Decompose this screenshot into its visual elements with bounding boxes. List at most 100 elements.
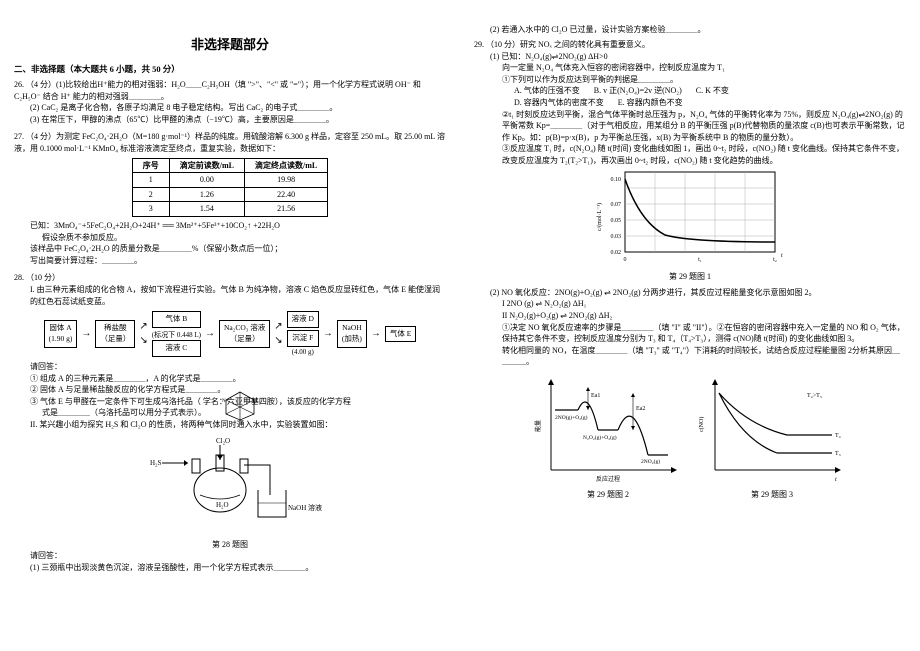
choice: D. 容器内气体的密度不变: [514, 97, 604, 109]
q28-p2: 某兴趣小组为探究 H₂S 和 Cl₂O 的性质，将两种气体同时通入水中，实验装置…: [39, 420, 332, 429]
flow-box-a: 固体 A (1.90 g): [44, 320, 78, 348]
q29-p1c: ②t₁ 时刻反应达到平衡，混合气体平衡时总压强为 p，N₂O₄ 气体的平衡转化率…: [474, 109, 906, 144]
choice: B. v 正(N₂O₄)=2v 逆(NO₂): [594, 85, 682, 97]
svg-text:Ea2: Ea2: [636, 406, 645, 412]
svg-text:H₂S: H₂S: [150, 459, 161, 467]
svg-text:N: N: [238, 390, 242, 392]
question-28: 28. （10 分） I. 由三种元素组成的化合物 A，按如下流程进行实验。气体…: [14, 272, 446, 573]
q29-stem: （10 分）研究 NOₓ 之间的转化具有重要意义。: [486, 40, 650, 49]
flow-box-naoh: NaOH (加热): [337, 320, 367, 348]
svg-text:t₁: t₁: [698, 257, 702, 263]
svg-text:2NO(g)+O₂(g): 2NO(g)+O₂(g): [555, 414, 588, 421]
q29-fig1-chart: 0.02 0.03 0.05 0.07 0.10 0 t₁ t₂ c/(mol·…: [595, 167, 785, 267]
q29-p1: (1) 已知：N₂O₄(g)⇌2NO₂(g) ΔH>0: [474, 51, 906, 63]
q29-p2: (2) NO 氧化反应：2NO(g)+O₂(g) ⇌ 2NO₂(g) 分两步进行…: [474, 287, 906, 299]
arrow-icon: →: [323, 327, 333, 342]
apparatus-figure: H₂S Cl₂O H₂O NaOH 溶液: [130, 435, 330, 535]
svg-text:c(NO): c(NO): [698, 417, 705, 432]
q29-fig3-wrap: T₄>T₃ T₄ T₃ c(NO) t 第 29 题图 3: [697, 375, 847, 501]
th: 序号: [132, 158, 169, 173]
question-29: 29. （10 分）研究 NOₓ 之间的转化具有重要意义。 (1) 已知：N₂O…: [474, 39, 906, 504]
choice: E. 容器内颜色不变: [618, 97, 683, 109]
q29-fig1-wrap: 0.02 0.03 0.05 0.07 0.10 0 t₁ t₂ c/(mol·…: [474, 167, 906, 283]
q29-fig2-chart: Ea1 Ea2 2NO(g)+O₂(g) N₂O₂(g)+O₂(g) 2NO₂(…: [533, 375, 683, 485]
q28-fig-caption: 第 28 题图: [14, 539, 446, 551]
arrow-icon: →: [371, 327, 381, 342]
flow-box-d: 溶液 D: [287, 311, 319, 328]
right-column: (2) 若通入水中的 Cl₂O 已过量，设计实验方案检验＿＿＿＿。 29. （1…: [460, 0, 920, 651]
q29-num: 29.: [474, 40, 484, 49]
svg-text:T₄>T₃: T₄>T₃: [807, 393, 822, 399]
flow-note: (4.00 g): [287, 347, 319, 357]
svg-text:t: t: [781, 253, 783, 259]
q28-num: 28.: [14, 273, 24, 282]
q29-fig1-caption: 第 29 题图 1: [474, 271, 906, 283]
svg-text:0.07: 0.07: [611, 202, 622, 208]
svg-text:NaOH 溶液: NaOH 溶液: [288, 503, 322, 512]
svg-text:能量: 能量: [534, 420, 542, 432]
arrow-icon: ↘: [139, 334, 147, 349]
flow-box-b: 气体 B: [152, 311, 201, 328]
q29-p1a: 向一定量 N₂O₄ 气体充入恒容的密闭容器中，控制反应温度为 T₁: [474, 62, 906, 74]
q26-p2: (2) CaC₂ 是离子化合物，各原子均满足 8 电子稳定结构。写出 CaC₂ …: [14, 102, 446, 114]
q27-num: 27.: [14, 132, 24, 141]
q26-num: 26.: [14, 80, 24, 89]
svg-text:0.03: 0.03: [611, 234, 622, 240]
q27-assume: 假设杂质不参加反应。: [14, 232, 446, 244]
flow-box-e: 气体 E: [385, 326, 416, 343]
q28-p2-head: II.: [30, 420, 37, 429]
svg-text:反应过程: 反应过程: [596, 475, 620, 483]
q29-p2b: 转化相同量的 NO，在温度＿＿＿＿（填 "T₃" 或 "T₄"）下消耗的时间较长…: [474, 345, 906, 368]
q28-ask5: (2) 若通入水中的 Cl₂O 已过量，设计实验方案检验＿＿＿＿。: [474, 24, 906, 35]
q28-p1: 由三种元素组成的化合物 A，按如下流程进行实验。气体 B 为纯净物，溶液 C 焰…: [30, 285, 440, 306]
svg-text:0: 0: [624, 257, 627, 263]
q29-p1b: ①下列可以作为反应达到平衡的判据是＿＿＿＿。: [474, 74, 906, 86]
svg-text:c/(mol·L⁻¹): c/(mol·L⁻¹): [596, 202, 603, 230]
hexamine-structure-icon: N N N N: [222, 390, 258, 422]
th: 滴定终点读数/mL: [245, 158, 328, 173]
th: 滴定前读数/mL: [169, 158, 244, 173]
q27-ask1: 该样品中 FeC₂O₄·2H₂O 的质量分数是＿＿＿＿%（保留小数点后一位）；: [14, 243, 446, 255]
q28-ask3-row: ③ 气体 E 与甲醛在一定条件下可生成乌洛托品（ 学名：六亚甲基四胺），该反应的…: [14, 396, 446, 408]
q28-ask4: (1) 三颈瓶中出现淡黄色沉淀，溶液呈强酸性，用一个化学方程式表示＿＿＿＿。: [14, 562, 446, 574]
flow-box-na2co3: Na₂CO₃ 溶液 （足量）: [219, 320, 270, 348]
q29-choices: A. 气体的压强不变 B. v 正(N₂O₄)=2v 逆(NO₂) C. K 不…: [474, 85, 906, 108]
q29-fig3-caption: 第 29 题图 3: [697, 489, 847, 501]
q28-p1-head: I.: [30, 285, 35, 294]
q27-eq: 已知：3MnO₄⁻+5FeC₂O₄+2H₂O+24H⁺ ══ 3Mn²⁺+5Fe…: [14, 220, 446, 232]
svg-text:t₂: t₂: [773, 257, 777, 263]
choice: A. 气体的压强不变: [514, 85, 580, 97]
arrow-icon: →: [205, 327, 215, 342]
q28-ask3: ③ 气体 E 与甲醛在一定条件下可生成乌洛托品（ 学名：六亚甲基四胺），该反应的…: [30, 397, 351, 406]
q29-p2a: ①决定 NO 氧化反应速率的步骤是＿＿＿＿（填 "I" 或 "II"）。②在恒容…: [474, 322, 906, 345]
q28-ask1: ① 组成 A 的三种元素是＿＿＿＿，A 的化学式是＿＿＿＿。: [14, 373, 446, 385]
flow-note: (标况下 0.448 L): [152, 330, 201, 340]
arrow-icon: ↗: [274, 320, 282, 335]
svg-text:N: N: [238, 421, 242, 422]
question-26: 26. （4 分）(1)比较给出H⁺能力的相对强弱：H₂O＿＿C₂H₅OH（填 …: [14, 79, 446, 125]
table-row: 31.5421.56: [132, 202, 327, 217]
flow-box-c: 溶液 C: [152, 340, 201, 357]
section-header: 二、非选择题（本大题共 6 小题，共 50 分）: [14, 63, 446, 75]
q28-stem: （10 分）: [26, 273, 60, 282]
svg-text:0.05: 0.05: [611, 218, 622, 224]
svg-text:N: N: [222, 399, 226, 404]
flow-box-f: 沉淀 F: [287, 330, 319, 347]
page: 非选择题部分 二、非选择题（本大题共 6 小题，共 50 分） 26. （4 分…: [0, 0, 920, 651]
q29-fig2-wrap: Ea1 Ea2 2NO(g)+O₂(g) N₂O₂(g)+O₂(g) 2NO₂(…: [533, 375, 683, 501]
q29-p2i: I 2NO (g) ⇌ N₂O₂(g) ΔH₁: [474, 298, 906, 310]
q26-stem: （4 分）(1)比较给出H⁺能力的相对强弱：H₂O＿＿C₂H₅OH（填 ">"、…: [14, 80, 421, 101]
q27-ask2: 写出简要计算过程：＿＿＿＿。: [14, 255, 446, 267]
svg-text:T₄: T₄: [835, 433, 841, 439]
q29-p1d: ③反应温度 T₁ 时，c(N₂O₄) 随 t(时间) 变化曲线如图 1，画出 0…: [474, 143, 906, 166]
q28-flowchart: 固体 A (1.90 g) → 稀盐酸 （足量） ↗ ↘ 气体 B (标况下 0…: [14, 311, 446, 357]
svg-text:2NO₂(g): 2NO₂(g): [641, 458, 660, 465]
arrow-icon: →: [81, 327, 91, 342]
q27-table: 序号 滴定前读数/mL 滴定终点读数/mL 10.0019.98 21.2622…: [132, 158, 328, 217]
table-row: 21.2622.40: [132, 187, 327, 202]
q28-ask-head2: 请回答：: [14, 550, 446, 562]
q29-fig2-caption: 第 29 题图 2: [533, 489, 683, 501]
q28-ask-head: 请回答：: [14, 361, 446, 373]
svg-text:H₂O: H₂O: [216, 501, 229, 509]
svg-text:Ea1: Ea1: [591, 393, 600, 399]
